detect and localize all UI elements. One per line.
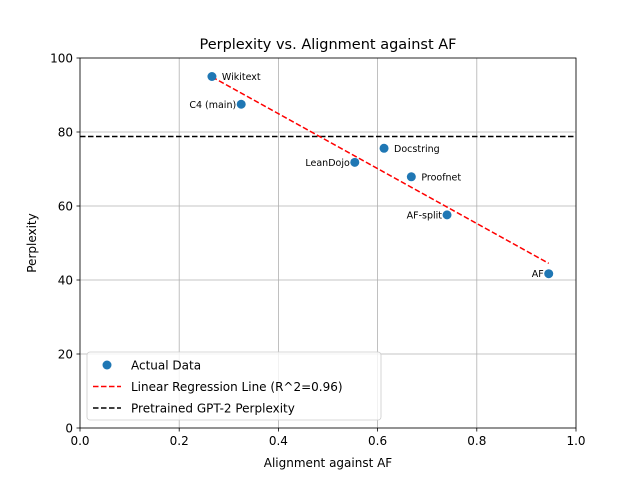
x-tick-label: 0.2 (170, 434, 189, 448)
y-tick-label: 60 (58, 199, 73, 213)
data-point (442, 210, 452, 220)
point-label: AF-split (407, 210, 443, 221)
data-point (350, 157, 360, 167)
point-label: LeanDojo (305, 158, 350, 169)
data-point (379, 143, 389, 153)
data-point (544, 269, 554, 279)
chart-title: Perplexity vs. Alignment against AF (199, 37, 456, 53)
data-point (207, 72, 217, 81)
legend-label: Linear Regression Line (R^2=0.96) (131, 380, 343, 394)
y-tick-label: 100 (50, 51, 73, 65)
x-tick-label: 0.0 (70, 434, 89, 448)
y-tick-label: 20 (58, 347, 73, 361)
data-point (236, 99, 246, 109)
legend-box (86, 351, 382, 421)
point-label: C4 (main) (189, 100, 236, 111)
data-point (406, 172, 416, 182)
point-label: Wikitext (222, 72, 261, 83)
x-tick-label: 1.0 (566, 434, 585, 448)
y-tick-label: 40 (58, 273, 73, 287)
legend: Actual Data Linear Regression Line (R^2=0… (86, 351, 382, 421)
point-label: Proofnet (421, 172, 461, 183)
x-tick-label: 0.8 (467, 434, 486, 448)
plot-frame (79, 57, 577, 429)
axes: 0.0 0.2 0.4 0.6 0.8 1.0 0 20 40 60 80 100 (50, 51, 585, 448)
legend-label: Actual Data (131, 358, 201, 372)
point-label: Docstring (394, 144, 440, 155)
y-tick-label: 0 (65, 421, 73, 435)
point-label: AF (532, 269, 544, 280)
legend-label: Pretrained GPT-2 Perplexity (131, 401, 295, 415)
x-axis-label: Alignment against AF (264, 456, 393, 470)
x-tick-label: 0.4 (269, 434, 288, 448)
data-series: Wikitext C4 (main) LeanDojo Docstring Proofn… (80, 72, 576, 280)
y-axis-label: Perplexity (25, 213, 39, 273)
x-tick-label: 0.6 (368, 434, 387, 448)
y-tick-label: 80 (58, 125, 73, 139)
legend-marker (102, 360, 112, 370)
regression-line (211, 76, 550, 265)
